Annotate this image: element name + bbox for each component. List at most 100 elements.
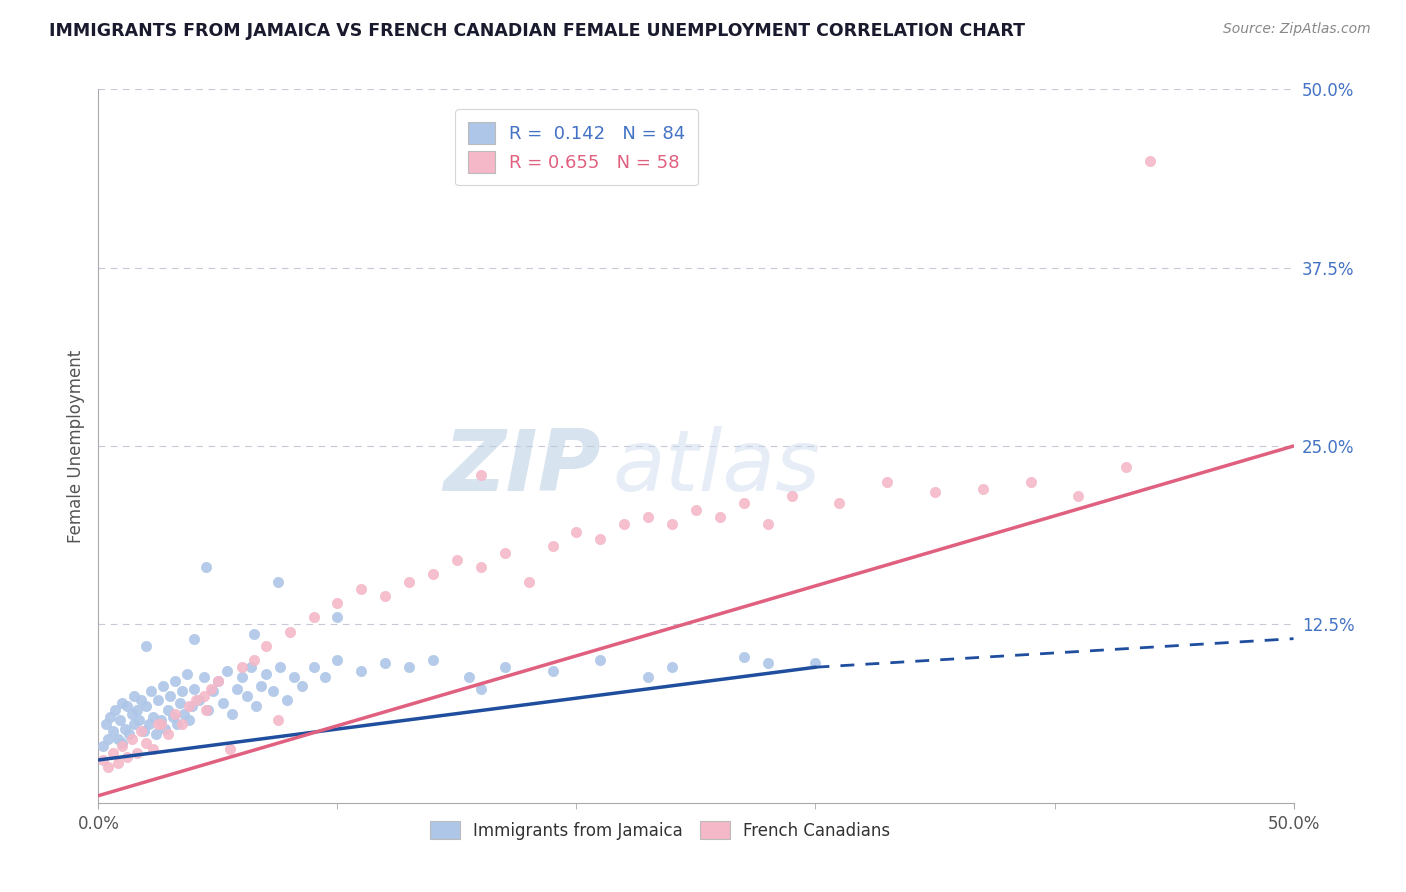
Point [254, 667, 277, 681]
Point [121, 731, 143, 746]
Point [135, 698, 157, 713]
Point [124, 689, 146, 703]
Point [326, 610, 349, 624]
Point [1019, 475, 1042, 489]
Point [131, 724, 153, 739]
Point [183, 632, 205, 646]
Point [240, 660, 263, 674]
Point [267, 713, 290, 727]
Point [231, 660, 253, 674]
Point [173, 707, 195, 722]
Point [128, 713, 150, 727]
Point [350, 665, 373, 679]
Point [148, 693, 170, 707]
Point [94, 717, 117, 731]
Point [111, 696, 134, 710]
Point [97, 760, 120, 774]
Point [924, 484, 946, 499]
Point [135, 639, 157, 653]
Point [804, 656, 827, 670]
Point [876, 475, 898, 489]
Legend: Immigrants from Jamaica, French Canadians: Immigrants from Jamaica, French Canadian… [422, 813, 898, 848]
Point [180, 698, 202, 713]
Text: IMMIGRANTS FROM JAMAICA VS FRENCH CANADIAN FEMALE UNEMPLOYMENT CORRELATION CHART: IMMIGRANTS FROM JAMAICA VS FRENCH CANADI… [49, 22, 1025, 40]
Point [193, 670, 215, 684]
Point [243, 627, 266, 641]
Point [733, 650, 755, 665]
Point [269, 660, 291, 674]
Point [541, 665, 564, 679]
Point [262, 684, 284, 698]
Point [828, 496, 851, 510]
Point [114, 722, 136, 736]
Point [91, 739, 114, 753]
Y-axis label: Female Unemployment: Female Unemployment [66, 350, 84, 542]
Point [1067, 489, 1090, 503]
Point [1115, 460, 1137, 475]
Point [398, 660, 420, 674]
Point [398, 574, 420, 589]
Point [200, 681, 222, 696]
Point [291, 679, 314, 693]
Point [661, 517, 683, 532]
Point [494, 546, 516, 560]
Point [149, 713, 172, 727]
Point [326, 596, 349, 610]
Point [145, 727, 167, 741]
Point [162, 710, 184, 724]
Point [217, 665, 239, 679]
Point [142, 741, 165, 756]
Point [470, 560, 492, 574]
Point [125, 746, 148, 760]
Point [374, 589, 396, 603]
Point [315, 670, 337, 684]
Point [494, 660, 516, 674]
Point [172, 684, 194, 698]
Point [98, 710, 122, 724]
Point [202, 684, 225, 698]
Point [121, 707, 143, 722]
Point [193, 689, 215, 703]
Point [374, 656, 396, 670]
Point [207, 674, 229, 689]
Point [101, 724, 124, 739]
Point [589, 653, 612, 667]
Point [470, 681, 492, 696]
Point [733, 496, 755, 510]
Point [972, 482, 994, 496]
Point [197, 703, 219, 717]
Point [101, 746, 124, 760]
Point [115, 698, 138, 713]
Point [661, 660, 683, 674]
Point [163, 707, 186, 722]
Point [422, 653, 444, 667]
Point [135, 736, 157, 750]
Point [302, 610, 325, 624]
Text: Source: ZipAtlas.com: Source: ZipAtlas.com [1223, 22, 1371, 37]
Point [685, 503, 707, 517]
Point [756, 517, 779, 532]
Point [97, 731, 120, 746]
Point [350, 582, 373, 596]
Point [159, 689, 181, 703]
Point [780, 489, 803, 503]
Point [176, 667, 198, 681]
Point [458, 670, 481, 684]
Point [283, 670, 305, 684]
Point [107, 756, 129, 770]
Point [111, 739, 134, 753]
Point [235, 689, 257, 703]
Point [267, 574, 290, 589]
Point [125, 703, 148, 717]
Point [446, 553, 468, 567]
Point [148, 717, 170, 731]
Point [118, 727, 141, 741]
Point [139, 684, 162, 698]
Point [104, 703, 127, 717]
Point [124, 717, 146, 731]
Point [111, 736, 134, 750]
Text: ZIP: ZIP [443, 425, 600, 509]
Point [1139, 153, 1161, 168]
Point [517, 574, 540, 589]
Point [565, 524, 588, 539]
